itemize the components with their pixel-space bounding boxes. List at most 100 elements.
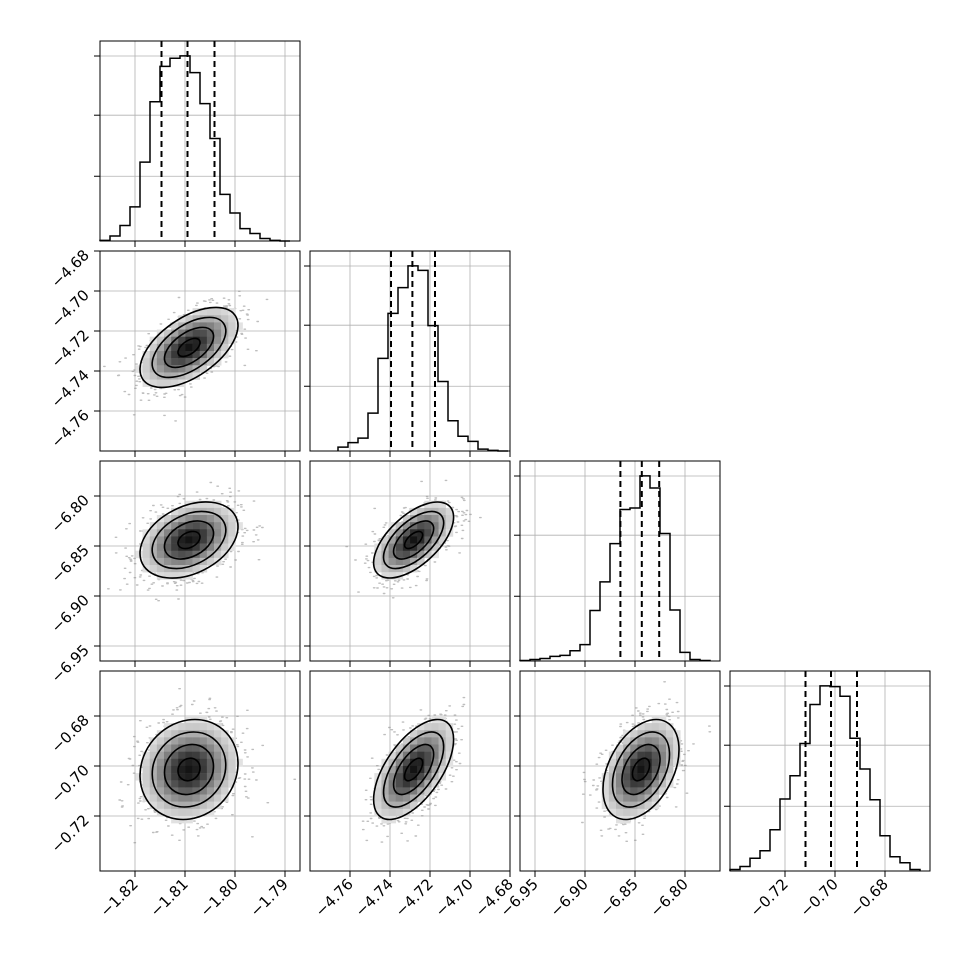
density-cell-2-0	[142, 543, 151, 552]
density-cell-3-0	[228, 773, 236, 781]
density-cell-3-0	[185, 723, 193, 731]
density-cell-3-0	[156, 751, 165, 760]
density-frame-2-0	[99, 460, 301, 662]
density-cell-2-1	[395, 536, 404, 544]
density-cell-3-0	[185, 801, 193, 810]
density-cell-2-0	[185, 507, 193, 516]
density-cell-1-0	[206, 308, 215, 316]
density-cell-3-1	[410, 744, 418, 752]
density-cell-3-0	[185, 787, 193, 795]
density-cell-3-0	[142, 751, 151, 760]
xtick-label-3-1: −0.70	[797, 875, 842, 920]
density-cell-2-0	[178, 557, 186, 566]
density-cell-2-0	[164, 529, 172, 537]
density-panel-2-0: −6.95 −6.90 −6.85 −6.80	[48, 460, 301, 686]
density-cell-3-0	[164, 801, 172, 810]
density-cell-2-0	[192, 543, 201, 552]
density-cell-3-0	[171, 765, 179, 774]
density-cell-3-1	[417, 737, 425, 745]
density-cell-3-2	[644, 744, 653, 752]
density-cell-3-2	[644, 801, 653, 810]
density-cell-2-0	[199, 536, 208, 544]
ytick-label-2-0: −6.95	[48, 641, 93, 686]
density-cell-2-1	[388, 550, 397, 559]
density-cell-3-0	[206, 765, 215, 774]
density-cell-2-1	[410, 507, 418, 516]
density-cell-2-1	[417, 515, 425, 523]
density-cell-2-1	[388, 557, 397, 566]
density-cell-1-0	[178, 329, 186, 337]
density-cell-2-1	[381, 565, 389, 573]
density-cell-3-0	[214, 730, 222, 738]
density-cell-1-0	[199, 329, 208, 337]
density-cell-3-0	[199, 773, 208, 781]
density-cell-2-0	[164, 543, 172, 552]
density-cell-3-0	[206, 773, 215, 781]
density-cell-2-1	[438, 507, 447, 516]
density-cell-3-0	[178, 723, 186, 731]
density-cell-3-0	[164, 758, 172, 767]
density-cell-1-0	[178, 315, 186, 323]
density-cell-3-0	[171, 758, 179, 767]
contour-1-0-2	[151, 316, 227, 379]
density-cell-3-0	[135, 773, 143, 781]
density-cell-2-1	[395, 543, 404, 552]
density-cell-3-0	[221, 758, 229, 767]
density-cell-3-1	[410, 737, 418, 745]
density-cell-3-0	[199, 751, 208, 760]
density-cell-1-0	[206, 329, 215, 337]
density-cell-3-0	[164, 765, 172, 774]
density-cell-3-0	[142, 780, 151, 788]
density-cell-3-0	[214, 723, 222, 731]
contour-1-0-0	[177, 337, 201, 358]
density-cell-1-0	[171, 343, 179, 352]
density-cell-1-0	[199, 322, 208, 330]
density-cell-3-2	[644, 758, 653, 767]
density-cell-1-0	[149, 358, 158, 366]
density-cell-3-0	[206, 794, 215, 802]
density-cell-3-2	[623, 787, 631, 795]
density-cell-2-0	[142, 557, 151, 566]
density-cell-3-2	[637, 794, 645, 802]
density-cell-3-0	[156, 773, 165, 781]
density-cell-3-0	[149, 801, 158, 810]
density-cell-3-0	[221, 780, 229, 788]
density-cell-2-1	[410, 522, 418, 530]
density-cell-2-0	[185, 565, 193, 573]
density-cell-3-0	[185, 808, 193, 817]
density-cell-2-0	[214, 507, 222, 516]
density-cell-1-0	[171, 350, 179, 359]
density-cell-1-0	[214, 350, 222, 359]
density-cell-1-0	[164, 336, 172, 345]
density-cell-2-0	[171, 529, 179, 537]
hist-3-steps	[729, 685, 921, 871]
density-cell-3-1	[417, 751, 425, 760]
density-cell-3-1	[395, 801, 404, 810]
density-cell-1-0	[199, 315, 208, 323]
xtick-label-2-2: −6.85	[597, 875, 642, 920]
density-cell-2-1	[417, 507, 425, 516]
density-cell-3-1	[431, 773, 439, 781]
density-cell-3-2	[630, 794, 638, 802]
density-cell-3-2	[658, 780, 667, 788]
density-cell-2-1	[424, 536, 432, 544]
xtick-label-1-2: −4.72	[392, 875, 437, 920]
density-cell-3-2	[630, 751, 638, 760]
density-cell-2-1	[395, 557, 404, 566]
density-cell-2-1	[431, 500, 439, 509]
density-cell-1-0	[185, 322, 193, 330]
density-cell-3-1	[431, 744, 439, 752]
density-cell-1-0	[171, 365, 179, 373]
density-cell-2-0	[156, 572, 165, 580]
density-cell-3-0	[164, 730, 172, 738]
density-cell-2-1	[410, 515, 418, 523]
density-cell-3-1	[374, 787, 382, 795]
density-cell-1-0	[228, 322, 236, 330]
density-panel-2-1	[304, 460, 511, 662]
density-cell-3-0	[221, 737, 229, 745]
ytick-label-3-0: −0.72	[48, 811, 93, 856]
density-cell-2-0	[206, 515, 215, 523]
density-cell-2-0	[206, 507, 215, 516]
density-cell-3-1	[445, 751, 454, 760]
density-cell-2-0	[228, 515, 236, 523]
